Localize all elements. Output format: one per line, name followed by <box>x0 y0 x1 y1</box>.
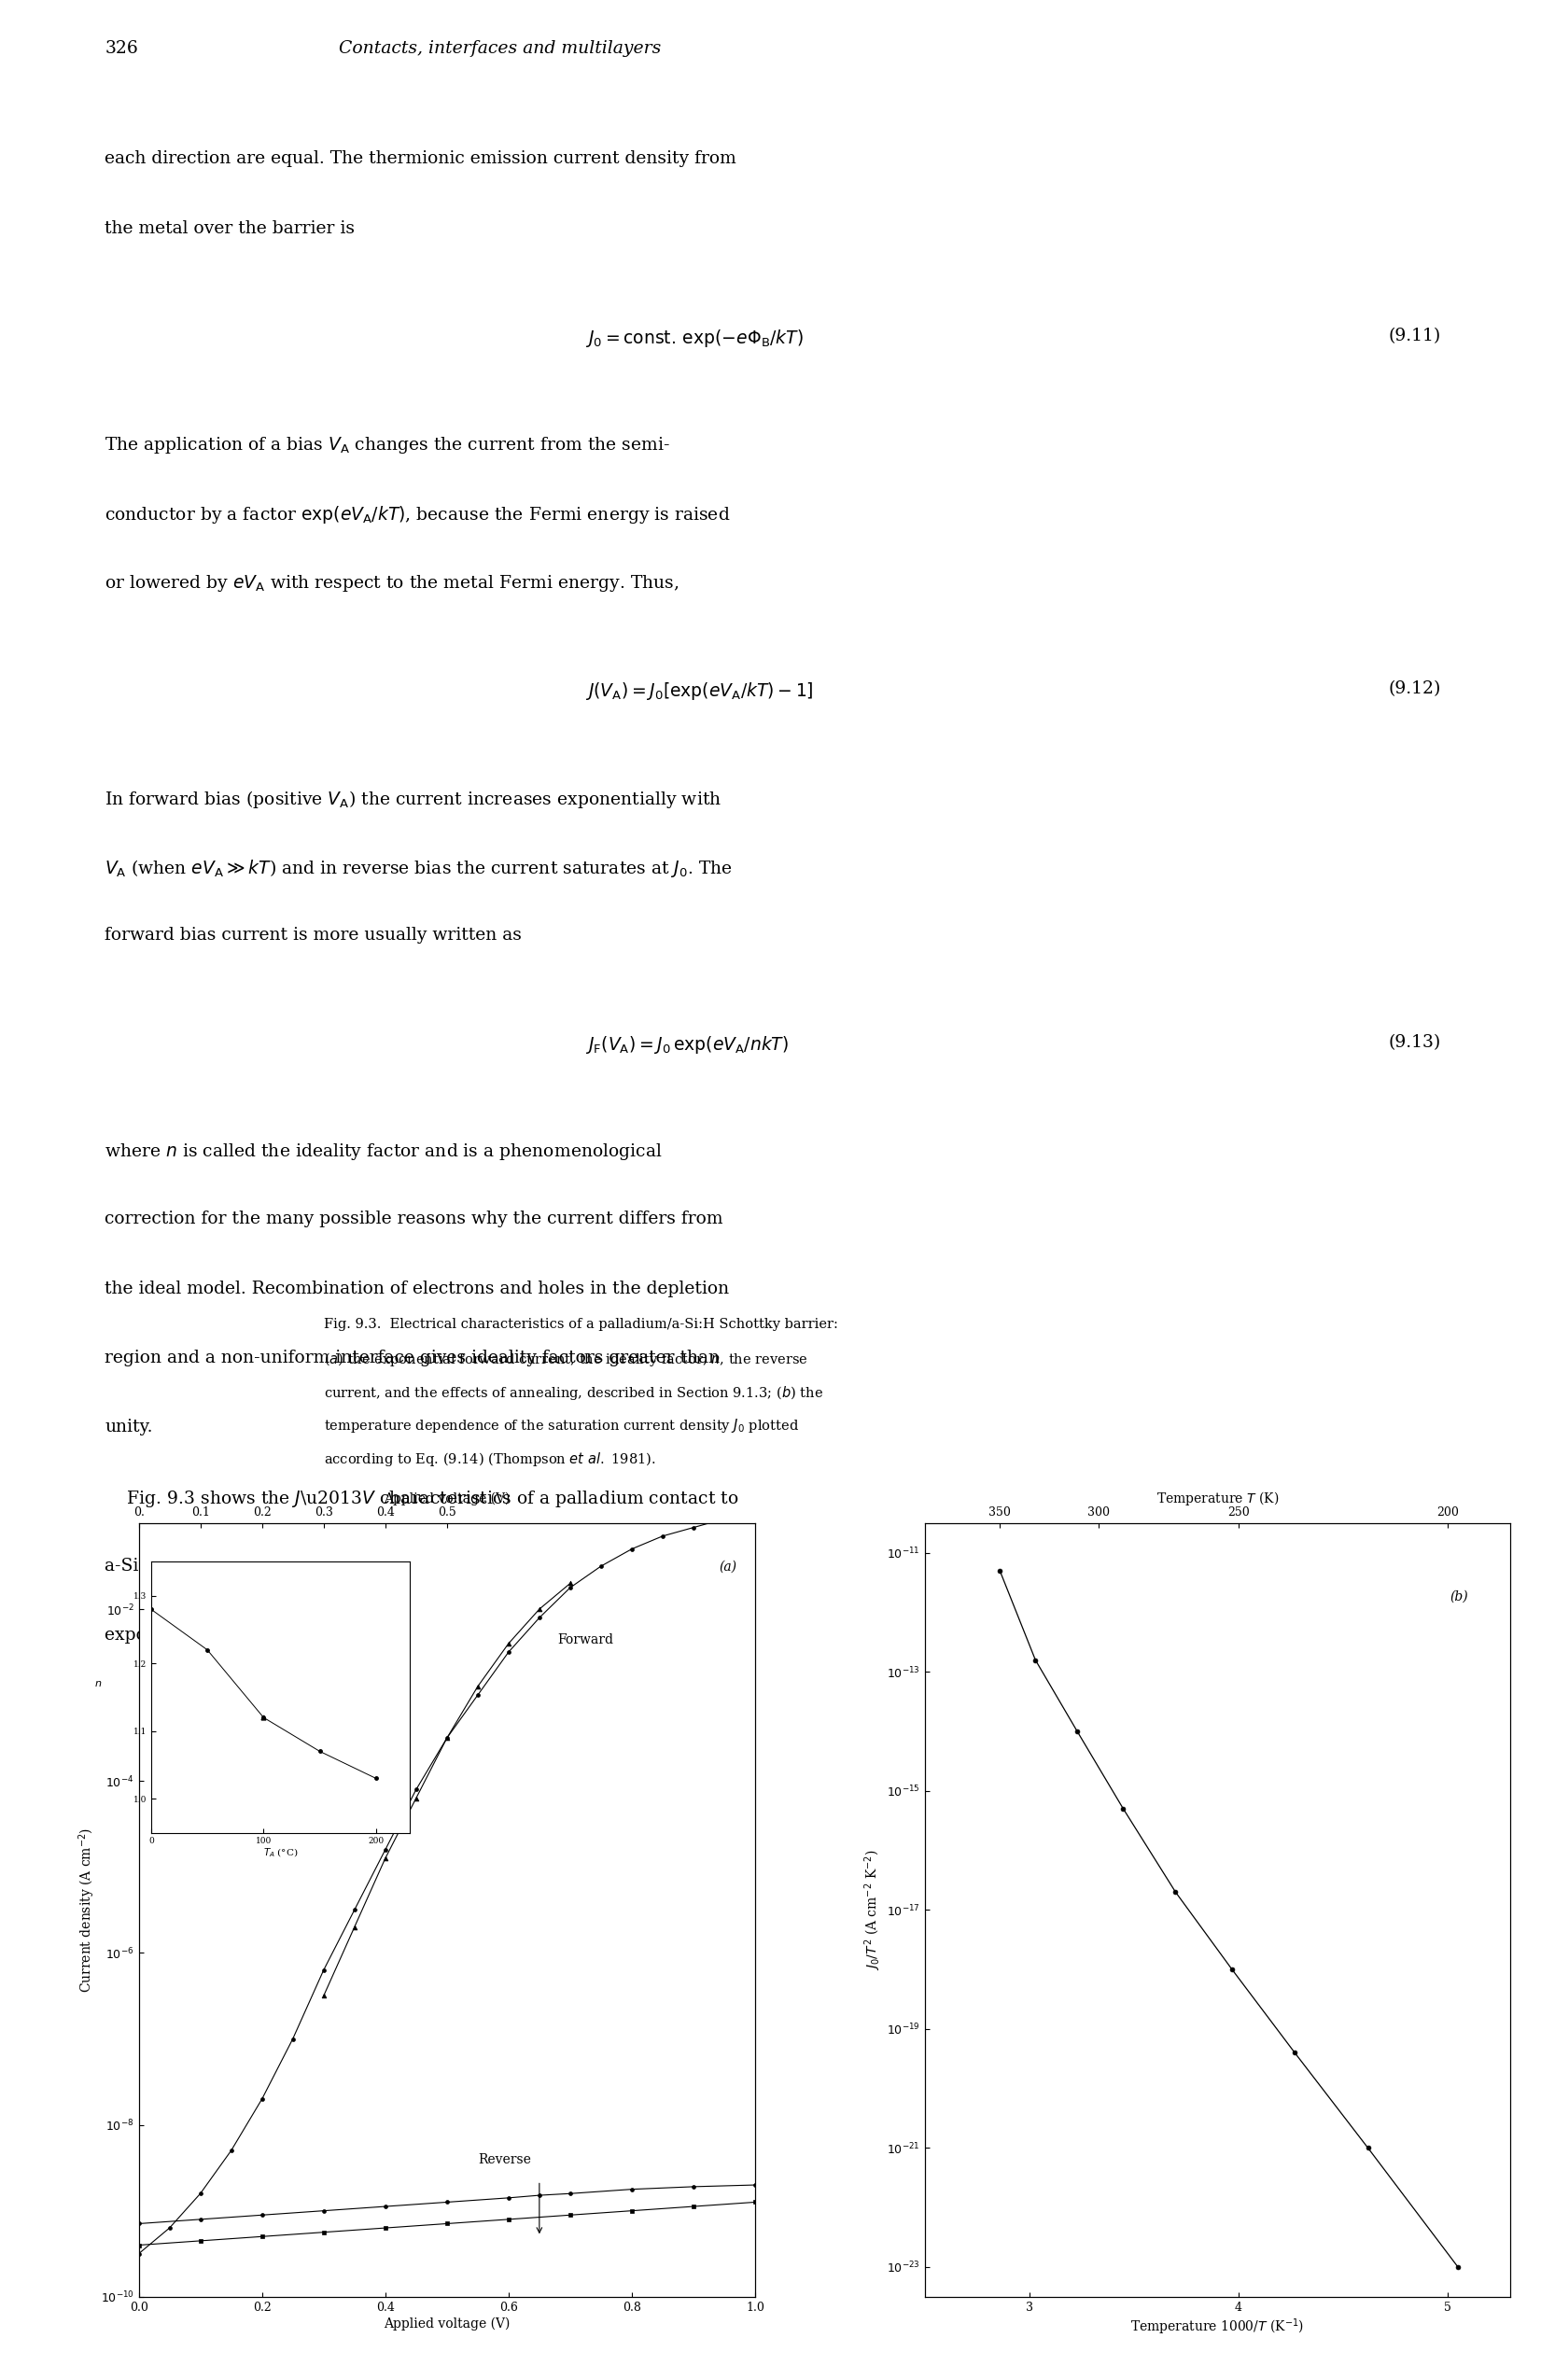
Text: unity.: unity. <box>105 1418 153 1435</box>
Text: Forward: Forward <box>558 1633 613 1647</box>
Text: (9.13): (9.13) <box>1388 1035 1441 1052</box>
Text: (9.11): (9.11) <box>1388 328 1441 345</box>
Text: Contacts, interfaces and multilayers: Contacts, interfaces and multilayers <box>339 40 661 57</box>
Text: exponential increase in forward bias and the saturation in reverse bias: exponential increase in forward bias and… <box>105 1628 732 1645</box>
X-axis label: Applied voltage (V): Applied voltage (V) <box>384 2318 510 2330</box>
Text: Reverse: Reverse <box>478 2154 530 2166</box>
Text: (9.12): (9.12) <box>1388 681 1441 697</box>
Text: 326: 326 <box>105 40 139 57</box>
Text: (a): (a) <box>718 1561 737 1573</box>
Text: ($a$) the exponential forward current, the ideality factor, $n$, the reverse: ($a$) the exponential forward current, t… <box>324 1352 807 1368</box>
Text: The application of a bias $V_\mathrm{A}$ changes the current from the semi-: The application of a bias $V_\mathrm{A}$… <box>105 436 670 455</box>
Text: (b): (b) <box>1450 1590 1469 1604</box>
Text: conductor by a factor $\exp(eV_\mathrm{A}/kT)$, because the Fermi energy is rais: conductor by a factor $\exp(eV_\mathrm{A… <box>105 505 730 526</box>
Text: where $n$ is called the ideality factor and is a phenomenological: where $n$ is called the ideality factor … <box>105 1142 663 1161</box>
X-axis label: Applied voltage (V): Applied voltage (V) <box>384 1492 510 1507</box>
Text: the metal over the barrier is: the metal over the barrier is <box>105 219 354 236</box>
Text: correction for the many possible reasons why the current differs from: correction for the many possible reasons… <box>105 1211 723 1228</box>
X-axis label: Temperature 1000/$T$ (K$^{-1}$): Temperature 1000/$T$ (K$^{-1}$) <box>1131 2318 1304 2337</box>
Text: $J_\mathrm{F}(V_\mathrm{A}) = J_0\,\exp(eV_\mathrm{A}/nkT)$: $J_\mathrm{F}(V_\mathrm{A}) = J_0\,\exp(… <box>586 1035 789 1057</box>
Text: or lowered by $eV_\mathrm{A}$ with respect to the metal Fermi energy. Thus,: or lowered by $eV_\mathrm{A}$ with respe… <box>105 574 680 595</box>
Text: $J(V_\mathrm{A}) = J_0[\exp(eV_\mathrm{A}/kT)-1]$: $J(V_\mathrm{A}) = J_0[\exp(eV_\mathrm{A… <box>586 681 814 702</box>
Text: $J_0 = \mathrm{const.}\, \exp(-e\Phi_\mathrm{B}/kT)$: $J_0 = \mathrm{const.}\, \exp(-e\Phi_\ma… <box>586 328 804 350</box>
Y-axis label: $J_0/T^2$ (A cm$^{-2}$ K$^{-2}$): $J_0/T^2$ (A cm$^{-2}$ K$^{-2}$) <box>863 1849 883 1971</box>
Text: forward bias current is more usually written as: forward bias current is more usually wri… <box>105 926 522 942</box>
Y-axis label: Current density (A cm$^{-2}$): Current density (A cm$^{-2}$) <box>77 1828 97 1992</box>
Text: current, and the effects of annealing, described in Section 9.1.3; ($b$) the: current, and the effects of annealing, d… <box>324 1385 823 1402</box>
Text: Fig. 9.3.  Electrical characteristics of a palladium/a-Si:H Schottky barrier:: Fig. 9.3. Electrical characteristics of … <box>324 1319 838 1330</box>
X-axis label: Temperature $T$ (K): Temperature $T$ (K) <box>1156 1490 1279 1507</box>
Text: region and a non-uniform interface gives ideality factors greater than: region and a non-uniform interface gives… <box>105 1349 720 1366</box>
Text: the ideal model. Recombination of electrons and holes in the depletion: the ideal model. Recombination of electr… <box>105 1280 729 1297</box>
Text: a-Si:H (Thompson, Johnson, Nemanich and Tsai 1981). The: a-Si:H (Thompson, Johnson, Nemanich and … <box>105 1557 627 1576</box>
Text: temperature dependence of the saturation current density $J_0$ plotted: temperature dependence of the saturation… <box>324 1416 798 1435</box>
Text: In forward bias (positive $V_\mathrm{A}$) the current increases exponentially wi: In forward bias (positive $V_\mathrm{A}$… <box>105 788 721 809</box>
Text: $V_\mathrm{A}$ (when $eV_\mathrm{A} \gg kT$) and in reverse bias the current sat: $V_\mathrm{A}$ (when $eV_\mathrm{A} \gg … <box>105 857 734 878</box>
Text: according to Eq. (9.14) (Thompson $et\ al.$ 1981).: according to Eq. (9.14) (Thompson $et\ a… <box>324 1449 655 1468</box>
Text: each direction are equal. The thermionic emission current density from: each direction are equal. The thermionic… <box>105 150 737 167</box>
Text: Fig. 9.3 shows the $J$\u2013$V$ characteristics of a palladium contact to: Fig. 9.3 shows the $J$\u2013$V$ characte… <box>105 1488 738 1509</box>
